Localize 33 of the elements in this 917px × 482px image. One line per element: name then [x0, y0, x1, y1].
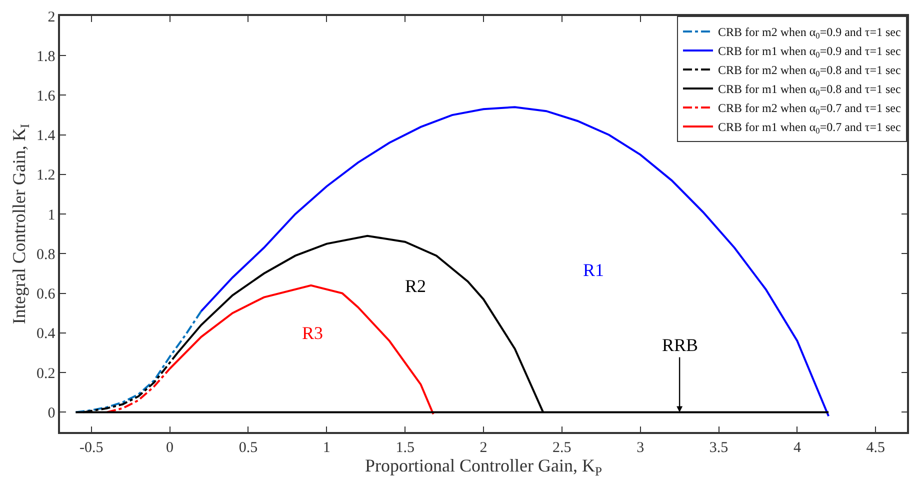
annotation: R3: [302, 323, 324, 343]
y-tick-label: 0.4: [36, 326, 56, 342]
y-tick-label: 0: [48, 405, 56, 422]
x-tick-label: 1: [322, 440, 330, 456]
legend-label: CRB for m1 when α$_{0}$=0.8 and τ=1 sec: [718, 82, 901, 98]
legend-label: CRB for m2 when α$_{0}$=0.9 and τ=1 sec: [718, 25, 901, 41]
x-tick-label: 0: [166, 440, 174, 456]
y-tick-label: 1.6: [36, 88, 56, 104]
x-tick-label: 3.5: [709, 440, 728, 456]
y-tick-label: 1.4: [36, 128, 56, 144]
y-tick-label: 1: [48, 207, 56, 224]
y-tick-label: 0.8: [36, 246, 56, 263]
annotation: RRB: [662, 335, 698, 355]
x-tick-label: -0.5: [79, 440, 104, 456]
y-tick-label: 2: [48, 9, 56, 26]
legend-label: CRB for m2 when α$_{0}$=0.8 and τ=1 sec: [718, 63, 901, 79]
x-tick-label: 2: [480, 440, 488, 456]
legend-label: CRB for m1 when α$_{0}$=0.7 and τ=1 sec: [718, 120, 901, 136]
annotation: R2: [405, 276, 426, 296]
legend-label: CRB for m1 when α$_{0}$=0.9 and τ=1 sec: [718, 44, 901, 60]
x-tick-label: 3: [636, 440, 644, 456]
annotation: R1: [583, 260, 604, 280]
x-tick-label: 4.5: [866, 440, 886, 456]
x-tick-label: 0.5: [238, 440, 258, 456]
y-tick-label: 1.8: [36, 48, 56, 65]
x-tick-label: 1.5: [396, 440, 414, 456]
x-tick-label: 4: [793, 440, 802, 456]
y-tick-label: 0.2: [36, 366, 56, 382]
y-tick-label: 0.6: [36, 286, 56, 303]
x-axis-title: Proportional Controller Gain, K$_{P}$: [365, 456, 602, 479]
legend-label: CRB for m2 when α$_{0}$=0.7 and τ=1 sec: [718, 101, 901, 117]
x-tick-label: 2.5: [552, 440, 572, 456]
y-tick-label: 1.2: [36, 168, 56, 184]
